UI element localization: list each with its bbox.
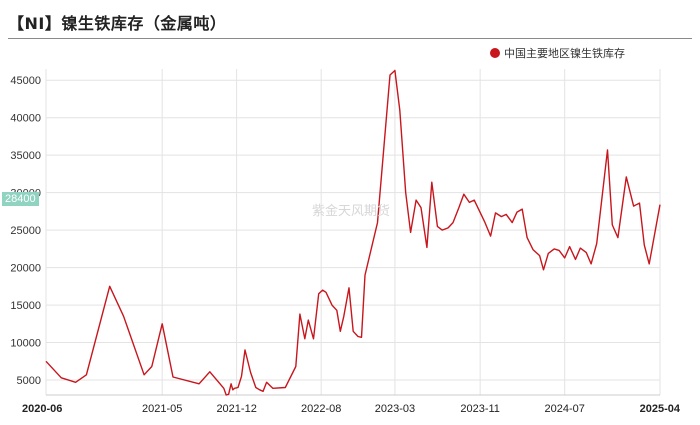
legend[interactable]: 中国主要地区镍生铁库存 xyxy=(490,45,625,61)
legend-label: 中国主要地区镍生铁库存 xyxy=(504,47,625,60)
legend-marker-icon xyxy=(490,48,500,58)
series-line xyxy=(45,69,661,396)
chart-title: 【NI】镍生铁库存（金属吨） xyxy=(8,14,227,33)
x-tick-label: 2020-06 xyxy=(22,403,62,415)
title-divider xyxy=(8,38,692,39)
x-tick-label: 2021-05 xyxy=(142,403,182,415)
y-tick-label: 5000 xyxy=(17,375,41,387)
y-tick-label: 15000 xyxy=(10,300,41,312)
y-tick-label: 20000 xyxy=(10,263,41,275)
y-tick-label: 35000 xyxy=(10,150,41,162)
y-tick-label: 25000 xyxy=(10,225,41,237)
last-value-badge: 28400 xyxy=(2,192,39,206)
x-tick-label: 2024-07 xyxy=(544,403,584,415)
watermark: 紫金天风期货 xyxy=(312,204,391,219)
x-tick-label: 2023-11 xyxy=(460,403,500,415)
y-tick-label: 40000 xyxy=(10,113,41,125)
y-tick-label: 10000 xyxy=(10,338,41,350)
y-tick-label: 45000 xyxy=(10,75,41,87)
x-tick-label: 2021-12 xyxy=(216,403,256,415)
x-tick-label: 2025-04 xyxy=(640,403,681,415)
x-tick-label: 2022-08 xyxy=(301,403,341,415)
x-tick-label: 2023-03 xyxy=(375,403,415,415)
